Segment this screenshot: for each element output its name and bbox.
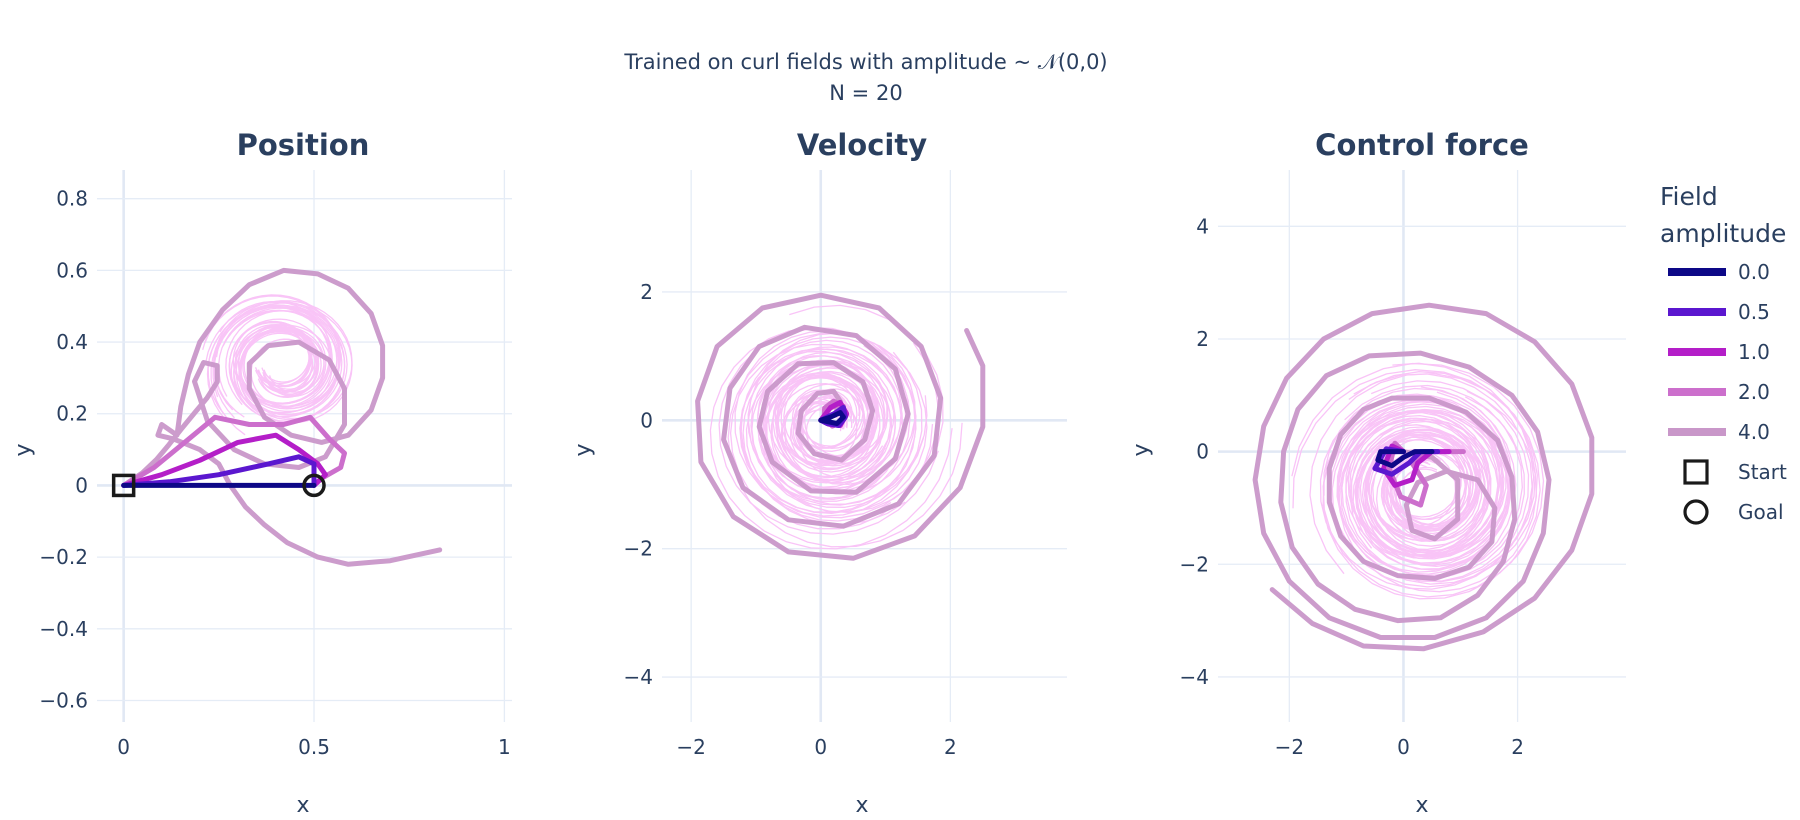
control-force-faint-trial-line — [1292, 369, 1541, 600]
legend-title-line1: Field — [1660, 182, 1718, 211]
position-series-4-0-line — [121, 267, 443, 567]
velocity-faint-trial-line — [747, 304, 944, 513]
control-force-series-0-0-line — [1375, 449, 1435, 469]
control-force-panel: Control force x y −2 0 2 −4 −2 0 2 4 — [1129, 128, 1626, 818]
position-faint-trial-line — [218, 309, 333, 408]
velocity-y-tick-label: −4 — [624, 665, 653, 689]
position-series-2-0-line — [121, 414, 347, 488]
control-force-faint-trial-line — [1349, 418, 1499, 558]
legend-label-start[interactable]: Start — [1738, 460, 1787, 484]
position-y-tick-label: −0.4 — [39, 617, 88, 641]
legend-label-0-0[interactable]: 0.0 — [1738, 260, 1770, 284]
control-force-y-tick-label: −2 — [1180, 552, 1209, 576]
legend-label-4-0[interactable]: 4.0 — [1738, 420, 1770, 444]
control-force-panel-title: Control force — [1315, 128, 1529, 162]
control-force-x-axis-label: x — [1415, 793, 1428, 818]
velocity-x-axis-label: x — [855, 793, 868, 818]
control-force-x-tick-label: 0 — [1397, 735, 1410, 759]
legend-swatch-start[interactable] — [1683, 459, 1709, 485]
velocity-series-0-0-line — [818, 410, 846, 426]
control-force-faint-trial-line — [1341, 384, 1523, 577]
position-y-tick-label: 0.6 — [56, 258, 88, 282]
figure-title-line2: N = 20 — [829, 81, 902, 105]
velocity-x-tick-label: −2 — [676, 735, 705, 759]
velocity-faint-trial-line — [734, 330, 940, 519]
position-faint-trial-line — [212, 300, 353, 420]
velocity-series-4-0-line — [695, 292, 986, 561]
position-y-axis-label: y — [11, 443, 36, 456]
velocity-y-tick-label: −2 — [624, 537, 653, 561]
position-x-tick-label: 0 — [117, 735, 130, 759]
control-force-gridlines — [1218, 170, 1626, 722]
position-y-tick-label: 0 — [75, 473, 88, 497]
position-x-tick-label: 1 — [498, 735, 511, 759]
position-series-0-5-line — [121, 454, 317, 488]
velocity-faint-trial-line — [718, 328, 939, 535]
position-series-1-0-line — [121, 432, 328, 488]
velocity-x-tick-label: 0 — [814, 735, 827, 759]
legend: Field amplitude 0.0 0.5 1.0 2.0 4.0 Start Goal — [1660, 182, 1787, 525]
control-force-faint-trial-line — [1340, 419, 1486, 556]
position-y-tick-label: 0.2 — [56, 402, 88, 426]
control-force-y-tick-label: 2 — [1196, 327, 1209, 351]
control-force-faint-trial-line — [1337, 380, 1530, 582]
velocity-panel: Velocity x y −2 0 2 −4 −2 0 2 — [571, 128, 1067, 818]
position-x-tick-label: 0.5 — [298, 735, 330, 759]
control-force-y-axis-label: y — [1129, 443, 1154, 456]
legend-label-2-0[interactable]: 2.0 — [1738, 380, 1770, 404]
legend-label-0-5[interactable]: 0.5 — [1738, 300, 1770, 324]
control-force-series-4-0-line — [1252, 302, 1595, 652]
control-force-faint-trial-line — [1323, 387, 1513, 564]
position-y-tick-label: 0.4 — [56, 330, 88, 354]
velocity-y-tick-label: 2 — [640, 280, 653, 304]
velocity-faint-trial-line — [740, 336, 916, 525]
control-force-faint-trials — [1291, 362, 1545, 600]
velocity-x-tick-label: 2 — [944, 735, 957, 759]
control-force-y-tick-label: 4 — [1196, 214, 1209, 238]
legend-label-goal[interactable]: Goal — [1738, 500, 1784, 524]
control-force-faint-trial-line — [1331, 386, 1517, 581]
velocity-panel-title: Velocity — [797, 128, 927, 162]
goal-marker — [302, 473, 326, 498]
control-force-x-tick-label: −2 — [1275, 735, 1304, 759]
control-force-y-tick-label: 0 — [1196, 440, 1209, 464]
legend-swatch-goal[interactable] — [1683, 499, 1709, 525]
position-y-tick-label: −0.6 — [39, 688, 88, 712]
position-panel-title: Position — [237, 128, 370, 162]
position-panel: Position x y 0 0.5 1 −0.6 −0.4 −0.2 0 0.2 0.4 0.6… — [11, 128, 512, 818]
figure-title-line1: Trained on curl fields with amplitude ~ … — [623, 50, 1107, 74]
control-force-y-tick-label: −4 — [1180, 665, 1209, 689]
control-force-x-tick-label: 2 — [1511, 735, 1524, 759]
position-x-axis-label: x — [296, 793, 309, 818]
velocity-y-tick-label: 0 — [640, 408, 653, 432]
legend-label-1-0[interactable]: 1.0 — [1738, 340, 1770, 364]
position-y-tick-label: 0.8 — [56, 187, 88, 211]
start-marker — [111, 473, 136, 498]
control-force-faint-trial-line — [1319, 362, 1535, 590]
position-y-tick-label: −0.2 — [39, 545, 88, 569]
legend-title-line2: amplitude — [1660, 219, 1786, 248]
position-faint-trial-line — [219, 300, 332, 404]
position-faint-trial-line — [213, 306, 332, 418]
position-gridlines — [97, 170, 512, 722]
velocity-y-axis-label: y — [571, 443, 596, 456]
